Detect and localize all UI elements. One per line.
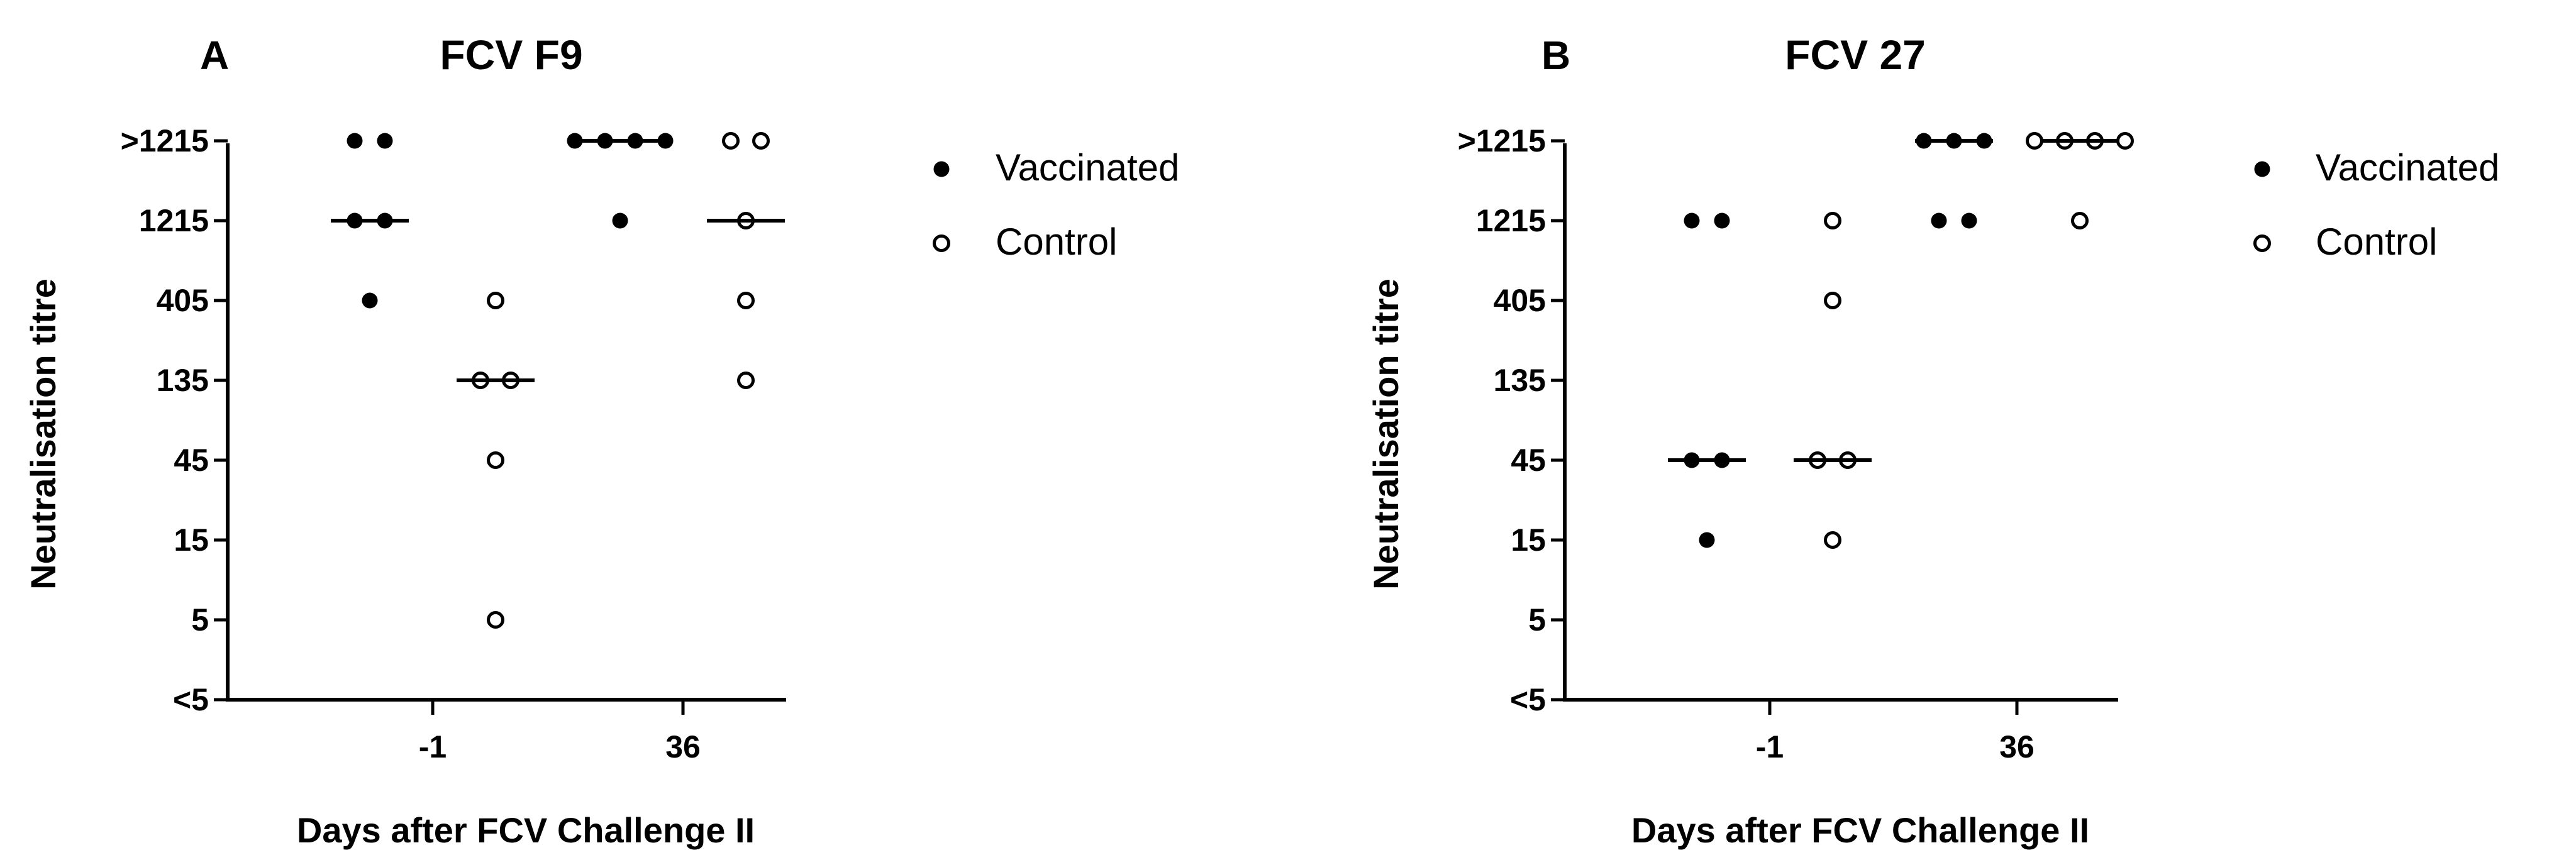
control-point [487, 451, 504, 469]
chart-title: FCV 27 [1785, 31, 1926, 78]
y-tick-label: 5 [191, 602, 209, 637]
panel-letter: A [200, 33, 229, 78]
control-point [2116, 132, 2134, 150]
y-tick-label: 45 [174, 443, 209, 478]
control-point [737, 292, 755, 309]
vaccinated-point [657, 133, 674, 149]
x-tick-label: -1 [1756, 729, 1784, 764]
vaccinated-point [347, 133, 363, 149]
control-point [1824, 212, 1841, 229]
x-tick-label: 36 [665, 729, 701, 764]
control-point [722, 132, 740, 150]
control-point [737, 372, 755, 389]
vaccinated-point [567, 133, 583, 149]
legend-label: Vaccinated [996, 146, 1179, 189]
x-axis-label: Days after FCV Challenge II [1631, 810, 2089, 850]
y-tick-label: 405 [157, 283, 209, 318]
y-tick-label: 5 [1528, 602, 1546, 637]
control-point [487, 292, 504, 309]
y-tick-label: <5 [173, 682, 209, 717]
panel-b: B FCV 27 <5 5 15 45 135 405 1215 >1215 -1 36 Neutral… [1366, 31, 2499, 850]
control-point [2071, 212, 2089, 229]
legend-label: Vaccinated [2316, 146, 2499, 189]
legend-control-marker [2253, 234, 2271, 252]
legend-label: Control [996, 221, 1117, 263]
vaccinated-point [1714, 212, 1730, 229]
y-tick-label: 1215 [139, 203, 209, 238]
y-tick-label: 15 [1511, 522, 1546, 558]
legend-control-marker [933, 234, 950, 252]
vaccinated-point [362, 292, 378, 309]
vaccinated-point [377, 133, 393, 149]
control-point [487, 611, 504, 629]
vaccinated-point [612, 212, 628, 229]
vaccinated-point [1684, 212, 1700, 229]
y-tick-label: 15 [174, 522, 209, 558]
y-tick-label: 45 [1511, 443, 1546, 478]
x-tick-label: 36 [1999, 729, 2035, 764]
y-tick-label: 135 [1494, 363, 1546, 398]
control-point [2026, 132, 2043, 150]
x-axis-label: Days after FCV Challenge II [297, 810, 755, 850]
y-tick-label: 405 [1494, 283, 1546, 318]
y-tick-label: >1215 [121, 123, 209, 158]
y-axis-label: Neutralisation titre [1366, 278, 1406, 590]
vaccinated-point [1931, 212, 1947, 229]
y-tick-label: 1215 [1476, 203, 1546, 238]
control-point [752, 132, 770, 150]
legend-vaccinated-marker [2254, 161, 2270, 177]
panel-a: A FCV F9 <5 5 15 45 135 405 1215 >1215 -1 36 Neutral… [23, 31, 1179, 850]
vaccinated-point [1961, 212, 1977, 229]
chart-title: FCV F9 [440, 31, 582, 78]
x-tick-label: -1 [419, 729, 447, 764]
legend-vaccinated-marker [933, 161, 950, 177]
y-tick-label: 135 [157, 363, 209, 398]
panel-letter: B [1541, 33, 1570, 78]
y-tick-label: >1215 [1458, 123, 1546, 158]
y-axis-label: Neutralisation titre [23, 278, 63, 590]
legend-label: Control [2316, 221, 2437, 263]
control-point [1824, 292, 1841, 309]
vaccinated-point [1699, 532, 1715, 548]
control-point [1824, 531, 1841, 549]
y-tick-label: <5 [1510, 682, 1546, 717]
